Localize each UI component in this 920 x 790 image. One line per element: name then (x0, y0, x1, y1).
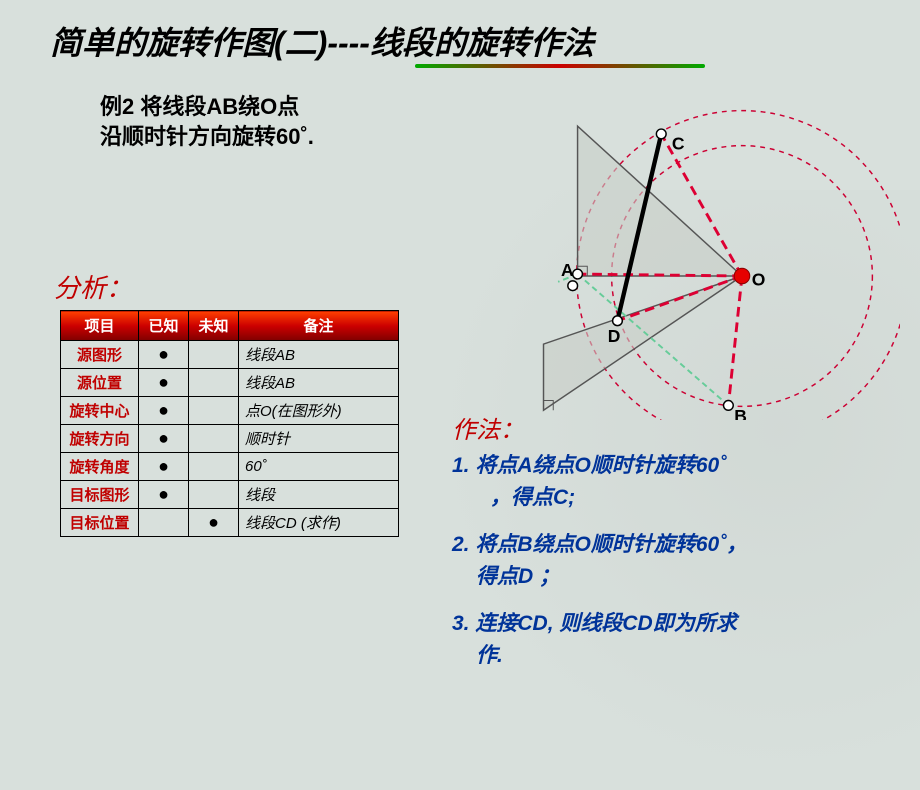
point-aux (568, 281, 578, 291)
page-title: 简单的旋转作图(二)----线段的旋转作法 (50, 18, 594, 64)
row-known: ● (139, 369, 189, 397)
row-unknown (189, 481, 239, 509)
method-step-2: 2. 将点B绕点O顺时针旋转60˚，得点D ； (452, 529, 892, 592)
point-B (724, 401, 734, 411)
title-sub: 线段的旋转作法 (370, 25, 594, 61)
label-D: D (608, 326, 621, 346)
th-known: 已知 (139, 311, 189, 341)
th-item: 项目 (61, 311, 139, 341)
row-unknown (189, 397, 239, 425)
example-line-2: 沿顺时针方向旋转60˚. (100, 122, 314, 152)
point-O (734, 268, 750, 284)
analysis-table: 项目 已知 未知 备注 源图形●线段AB源位置●线段AB旋转中心●点O(在图形外… (60, 310, 399, 537)
row-label: 源位置 (61, 369, 139, 397)
example-text: 例2 将线段AB绕O点 沿顺时针方向旋转60˚. (100, 92, 314, 151)
row-unknown: ● (189, 509, 239, 537)
row-known: ● (139, 397, 189, 425)
row-note: 点O(在图形外) (239, 397, 399, 425)
row-label: 旋转方向 (61, 425, 139, 453)
label-O: O (752, 270, 766, 290)
th-note: 备注 (239, 311, 399, 341)
example-line-1: 例2 将线段AB绕O点 (100, 92, 314, 122)
row-known: ● (139, 425, 189, 453)
table-row: 源位置● 线段AB (61, 369, 399, 397)
method-step-1: 1. 将点A绕点O顺时针旋转60˚，得点C; (452, 450, 892, 513)
table-row: 旋转中心● 点O(在图形外) (61, 397, 399, 425)
row-label: 源图形 (61, 341, 139, 369)
table-row: 旋转方向● 顺时针 (61, 425, 399, 453)
row-note: 60˚ (239, 453, 399, 481)
step-num: 2. (452, 533, 470, 556)
point-C (656, 129, 666, 139)
row-note: 顺时针 (239, 425, 399, 453)
method-step-3: 3. 连接CD, 则线段CD即为所求作. (452, 608, 892, 671)
row-label: 旋转中心 (61, 397, 139, 425)
analysis-label: 分析： (54, 268, 132, 305)
label-A: A (561, 260, 574, 280)
table-row: 旋转角度● 60˚ (61, 453, 399, 481)
method-steps: 1. 将点A绕点O顺时针旋转60˚，得点C; 2. 将点B绕点O顺时针旋转60˚… (452, 450, 892, 687)
label-B: B (734, 406, 747, 420)
row-unknown (189, 453, 239, 481)
row-note: 线段AB (239, 341, 399, 369)
table-row: 源图形● 线段AB (61, 341, 399, 369)
table-header-row: 项目 已知 未知 备注 (61, 311, 399, 341)
table-row: 目标位置 ●线段CD (求作) (61, 509, 399, 537)
row-label: 目标图形 (61, 481, 139, 509)
row-known (139, 509, 189, 537)
step-num: 1. (452, 454, 470, 477)
row-note: 线段CD (求作) (239, 509, 399, 537)
row-note: 线段AB (239, 369, 399, 397)
line-OB (728, 276, 742, 405)
row-known: ● (139, 453, 189, 481)
label-C: C (672, 134, 685, 154)
row-label: 目标位置 (61, 509, 139, 537)
row-note: 线段 (239, 481, 399, 509)
point-A (573, 269, 583, 279)
step-text: 将点A绕点O顺时针旋转60˚，得点C; (452, 454, 892, 513)
row-label: 旋转角度 (61, 453, 139, 481)
step-text: 将点B绕点O顺时针旋转60˚，得点D ； (452, 533, 892, 592)
step-text: 连接CD, 则线段CD即为所求作. (452, 612, 892, 671)
row-unknown (189, 425, 239, 453)
row-known: ● (139, 481, 189, 509)
row-unknown (189, 341, 239, 369)
title-main: 简单的旋转作图(二)---- (50, 25, 370, 61)
table-row: 目标图形● 线段 (61, 481, 399, 509)
row-unknown (189, 369, 239, 397)
point-D (613, 316, 623, 326)
row-known: ● (139, 341, 189, 369)
geometry-diagram: A B C D O (440, 60, 900, 420)
th-unknown: 未知 (189, 311, 239, 341)
step-num: 3. (452, 612, 470, 635)
